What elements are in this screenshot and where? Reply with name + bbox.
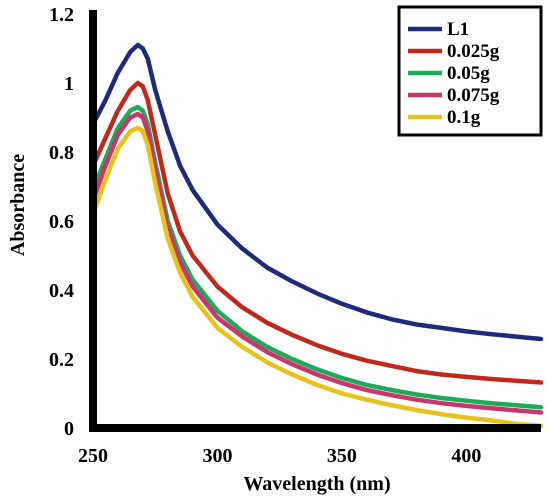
y-tick-label: 1: [64, 73, 74, 95]
x-tick-label: 350: [327, 445, 357, 467]
y-tick-label: 1.2: [49, 4, 74, 26]
series-line-0: [90, 42, 544, 342]
axes: [89, 10, 541, 432]
y-tick-label: 0: [64, 418, 74, 440]
y-tick-label: 0.8: [49, 142, 74, 164]
legend-label-1: 0.025g: [447, 41, 500, 62]
series-line-2: [90, 104, 544, 410]
x-tick-label: 250: [78, 445, 108, 467]
x-tick-label: 400: [451, 445, 481, 467]
legend-label-0: L1: [447, 19, 469, 40]
y-tick-label: 0.2: [49, 349, 74, 371]
y-tick-label: 0.4: [49, 280, 74, 302]
tick-labels: 250 300 350 400 0 0.2 0.4 0.6 0.8 1 1.2: [49, 4, 481, 467]
series-line-1: [90, 80, 544, 385]
series-line-4: [90, 125, 544, 429]
series-line-3: [90, 111, 544, 415]
x-axis-title: Wavelength (nm): [243, 473, 390, 495]
y-tick-label: 0.6: [49, 211, 74, 233]
plot-lines: [90, 42, 544, 429]
legend-label-2: 0.05g: [447, 63, 490, 84]
y-axis-title: Absorbance: [7, 154, 29, 256]
legend-label-4: 0.1g: [447, 107, 481, 128]
legend-label-3: 0.075g: [447, 85, 500, 106]
x-tick-label: 300: [202, 445, 232, 467]
